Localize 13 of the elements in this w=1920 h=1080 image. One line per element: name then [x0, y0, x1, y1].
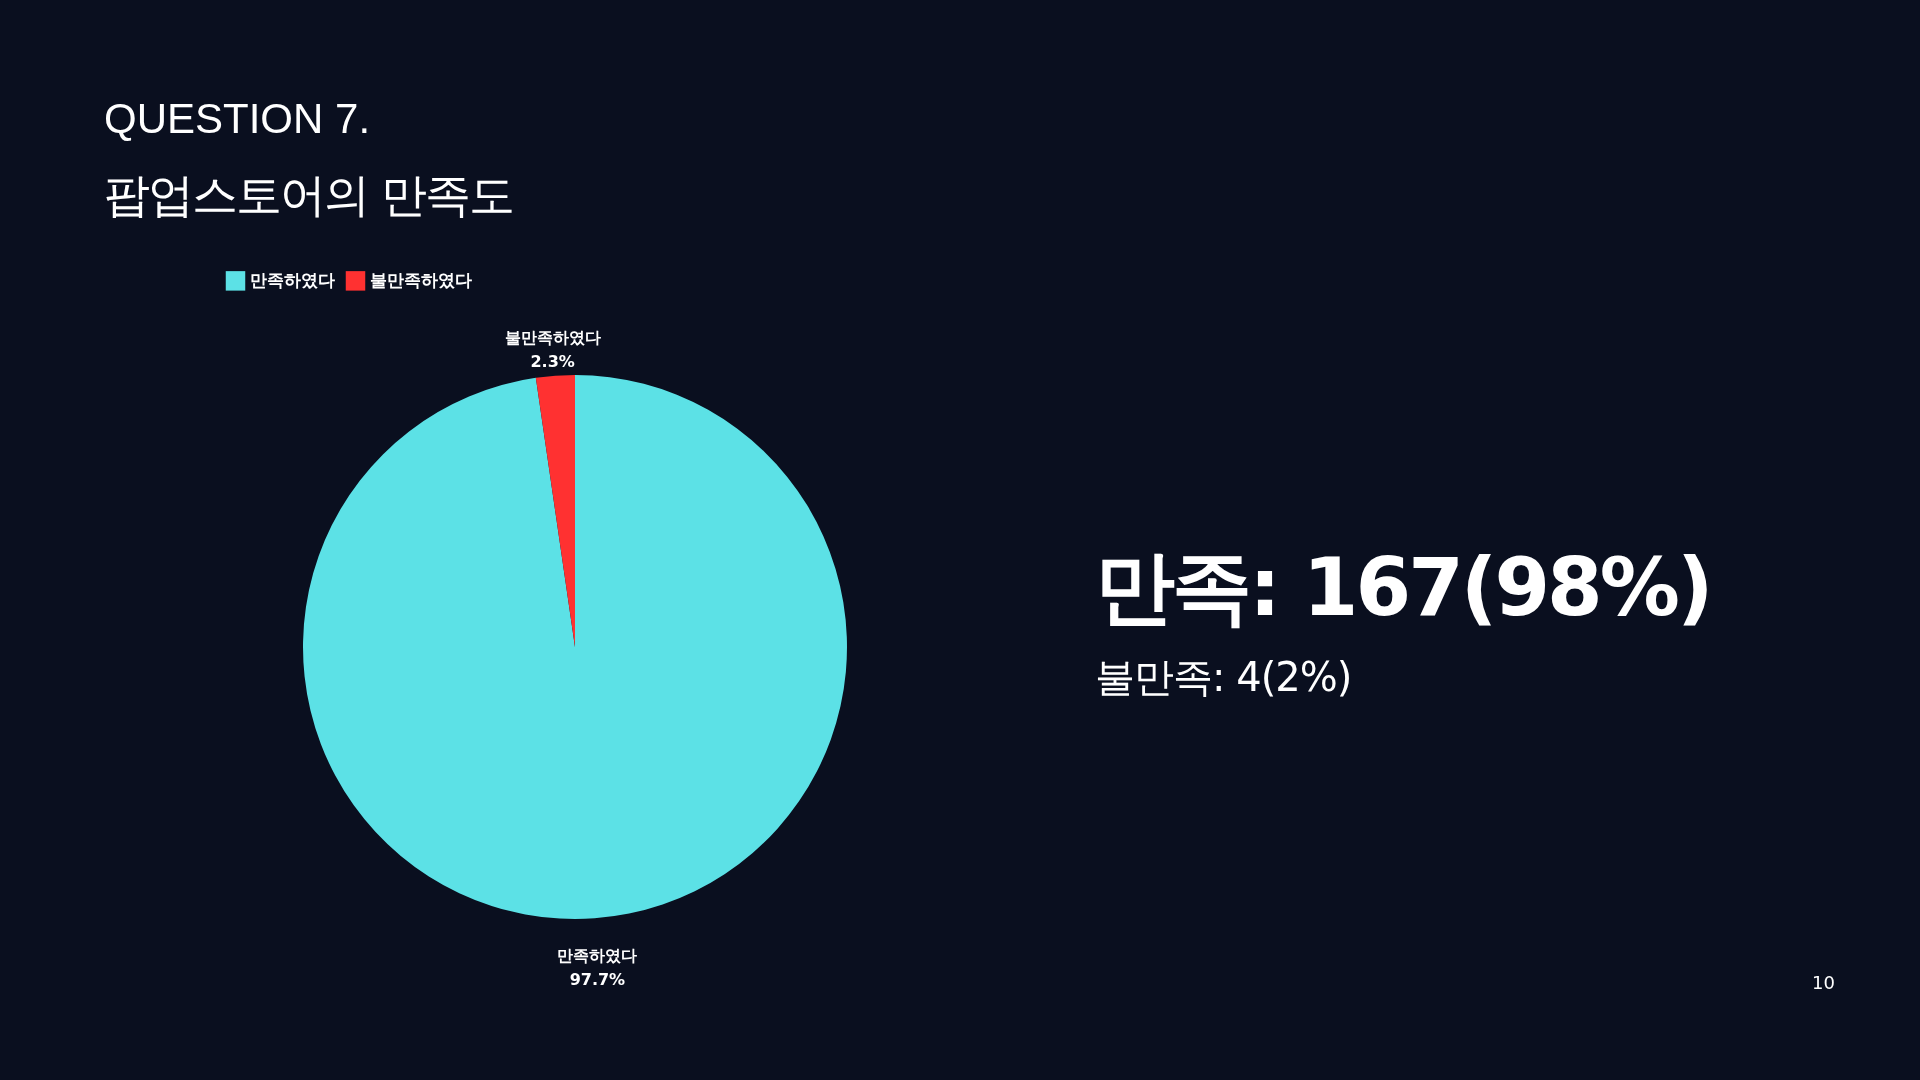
legend-label: 만족하였다 [250, 269, 335, 290]
pie-slice [535, 375, 575, 647]
data-label: 2.3% [530, 351, 575, 371]
slice-label: 불만족하였다 [504, 327, 601, 347]
slice-label: 만족하였다 [557, 946, 638, 966]
legend-label: 불만족하였다 [370, 269, 472, 290]
pie-slice [303, 375, 847, 919]
text: 만족: 167(98%) [1095, 540, 1711, 636]
chart-subtitle: 팝업스토어의 만족도 [104, 167, 513, 224]
data-label: 97.7% [569, 970, 626, 990]
text: 불만족: 4(2%) [1095, 653, 1352, 702]
chart-title: QUESTION 7. [104, 95, 371, 143]
text: 10 [1812, 972, 1835, 993]
